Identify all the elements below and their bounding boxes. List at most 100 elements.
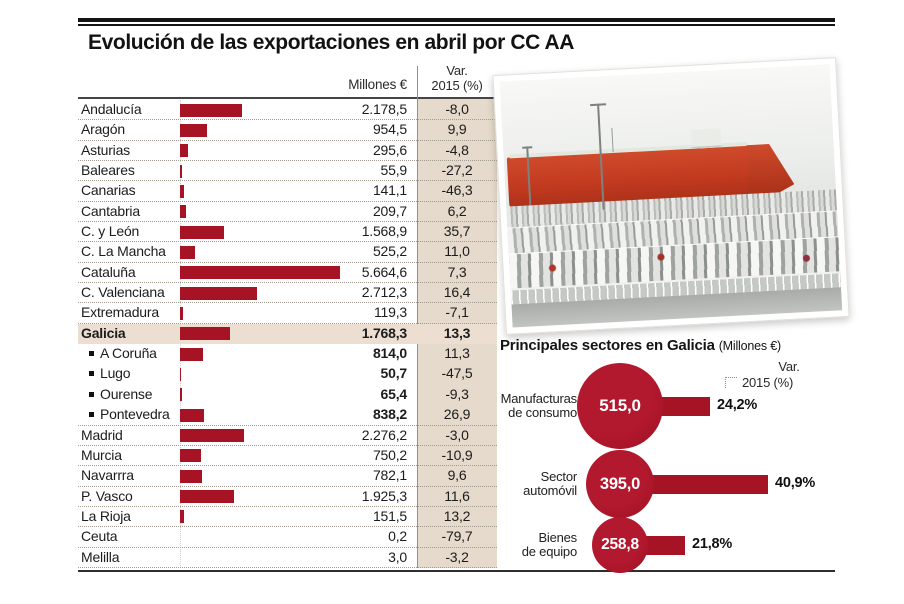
column-header-var: Var. 2015 (%) [431, 63, 483, 94]
region-value: 525,2 [372, 243, 407, 260]
sector-value: 515,0 [599, 396, 641, 415]
region-label: A Coruña [100, 345, 157, 362]
region-value: 2.178,5 [361, 101, 408, 117]
region-value: 2.712,3 [361, 284, 408, 301]
region-var-value: 13,3 [443, 324, 471, 341]
region-value: 209,7 [372, 202, 407, 219]
region-label: Murcia [81, 446, 122, 463]
sector-value-circle: 258,8 [592, 517, 648, 573]
region-label: C. La Mancha [81, 243, 166, 260]
region-label: Cantabria [81, 202, 140, 219]
region-label: Ceuta [81, 528, 118, 545]
region-var-value: -4,8 [445, 141, 469, 158]
region-value: 119,3 [374, 304, 407, 321]
region-bar [180, 286, 257, 300]
region-value: 1.925,3 [361, 487, 408, 504]
table-row: Lugo 50,7 -47,5 [78, 364, 497, 384]
sector-var-label: 21,8% [692, 536, 733, 552]
table-row: Extremadura 119,3 -7,1 [78, 303, 497, 324]
sector-label-line2: de consumo [508, 405, 577, 421]
sector-value: 395,0 [599, 474, 641, 493]
region-value: 814,0 [372, 345, 407, 362]
region-value: 954,5 [372, 121, 407, 138]
dotted-legend-box-icon [725, 376, 737, 388]
region-bar [180, 164, 182, 178]
region-bar [180, 123, 207, 137]
sub-region-bullet-icon [89, 412, 94, 418]
region-var-value: -3,2 [445, 548, 469, 565]
region-label: Lugo [100, 365, 131, 382]
region-value: 838,2 [372, 406, 407, 423]
table-row: C. La Mancha 525,2 11,0 [78, 242, 497, 263]
region-label: Madrid [81, 426, 123, 443]
region-var-value: -79,7 [441, 528, 473, 545]
region-value: 3,0 [388, 548, 407, 565]
region-label: C. Valenciana [81, 284, 165, 301]
region-var-value: 35,7 [443, 223, 471, 240]
region-value: 65,4 [380, 385, 408, 402]
column-header-millones: Millones € [348, 77, 407, 92]
table-row: Cantabria 209,7 6,2 [78, 202, 497, 223]
top-double-rule [78, 18, 835, 26]
region-value: 141,1 [372, 182, 407, 199]
galicia-sectors-section: Principales sectores en Galicia (Millone… [497, 333, 842, 578]
region-value: 782,1 [372, 467, 407, 484]
table-row: Melilla 3,0 -3,2 [78, 548, 497, 568]
sector-label-line2: de equipo [521, 544, 578, 560]
table-row: C. Valenciana 2.712,3 16,4 [78, 283, 497, 304]
region-var-value: 26,9 [443, 406, 471, 423]
table-row: Cataluña 5.664,6 7,3 [78, 263, 497, 284]
region-var-value: 11,0 [444, 243, 470, 260]
table-row: Ourense 65,4 -9,3 [78, 385, 497, 405]
region-var-value: -8,0 [445, 101, 469, 117]
region-value: 55,9 [380, 162, 408, 179]
region-value: 1.768,3 [361, 324, 408, 341]
region-label: Pontevedra [100, 406, 170, 423]
region-label: Galicia [81, 324, 126, 341]
region-var-value: -10,9 [441, 446, 473, 463]
sector-label: Sector automóvil [489, 469, 577, 499]
table-row: Murcia 750,2 -10,9 [78, 446, 497, 467]
region-label: Baleares [81, 162, 135, 179]
region-label: Aragón [81, 121, 125, 138]
region-label: La Rioja [81, 507, 131, 524]
region-bar [180, 490, 235, 504]
table-row: Galicia 1.768,3 13,3 [78, 323, 497, 345]
sectors-var-legend: Var. 2015 (%) [725, 359, 835, 390]
sector-value: 258,8 [601, 536, 639, 553]
region-label: Extremadura [81, 304, 159, 321]
sector-var-bar [620, 474, 768, 494]
region-var-value: 13,2 [443, 507, 471, 524]
region-bar [180, 388, 182, 402]
sector-label: Bienes de equipo [489, 530, 578, 560]
region-value: 2.276,2 [361, 426, 408, 443]
region-var-value: -3,0 [445, 426, 469, 443]
table-row: A Coruña 814,0 11,3 [78, 344, 497, 364]
region-bar [180, 245, 195, 259]
region-label: Ourense [100, 385, 153, 402]
table-header: Millones € Var. 2015 (%) [78, 63, 497, 99]
region-var-value: -7,1 [445, 304, 469, 321]
region-label: P. Vasco [81, 487, 133, 504]
region-bar [180, 347, 203, 361]
region-var-value: 9,9 [447, 121, 467, 138]
photo-frame [492, 57, 850, 335]
region-value: 50,7 [380, 365, 408, 382]
region-value: 295,6 [372, 141, 407, 158]
region-bar [180, 184, 184, 198]
region-bar [180, 327, 230, 341]
table-row: Andalucía 2.178,5 -8,0 [78, 100, 497, 121]
ship-mast [611, 127, 614, 153]
region-var-value: 6,2 [447, 202, 467, 219]
table-row: Navarrra 782,1 9,6 [78, 466, 497, 487]
bottom-rule [78, 570, 835, 572]
sectors-title: Principales sectores en Galicia (Millone… [500, 337, 781, 354]
table-row: Ceuta 0,2 -79,7 [78, 527, 497, 548]
table-row: La Rioja 151,5 13,2 [78, 507, 497, 528]
region-var-value: -27,2 [441, 162, 473, 179]
table-row: C. y León 1.568,9 35,7 [78, 222, 497, 243]
ship-bridge [690, 128, 722, 150]
sector-value-circle: 395,0 [586, 450, 654, 518]
table-row: Madrid 2.276,2 -3,0 [78, 426, 497, 446]
